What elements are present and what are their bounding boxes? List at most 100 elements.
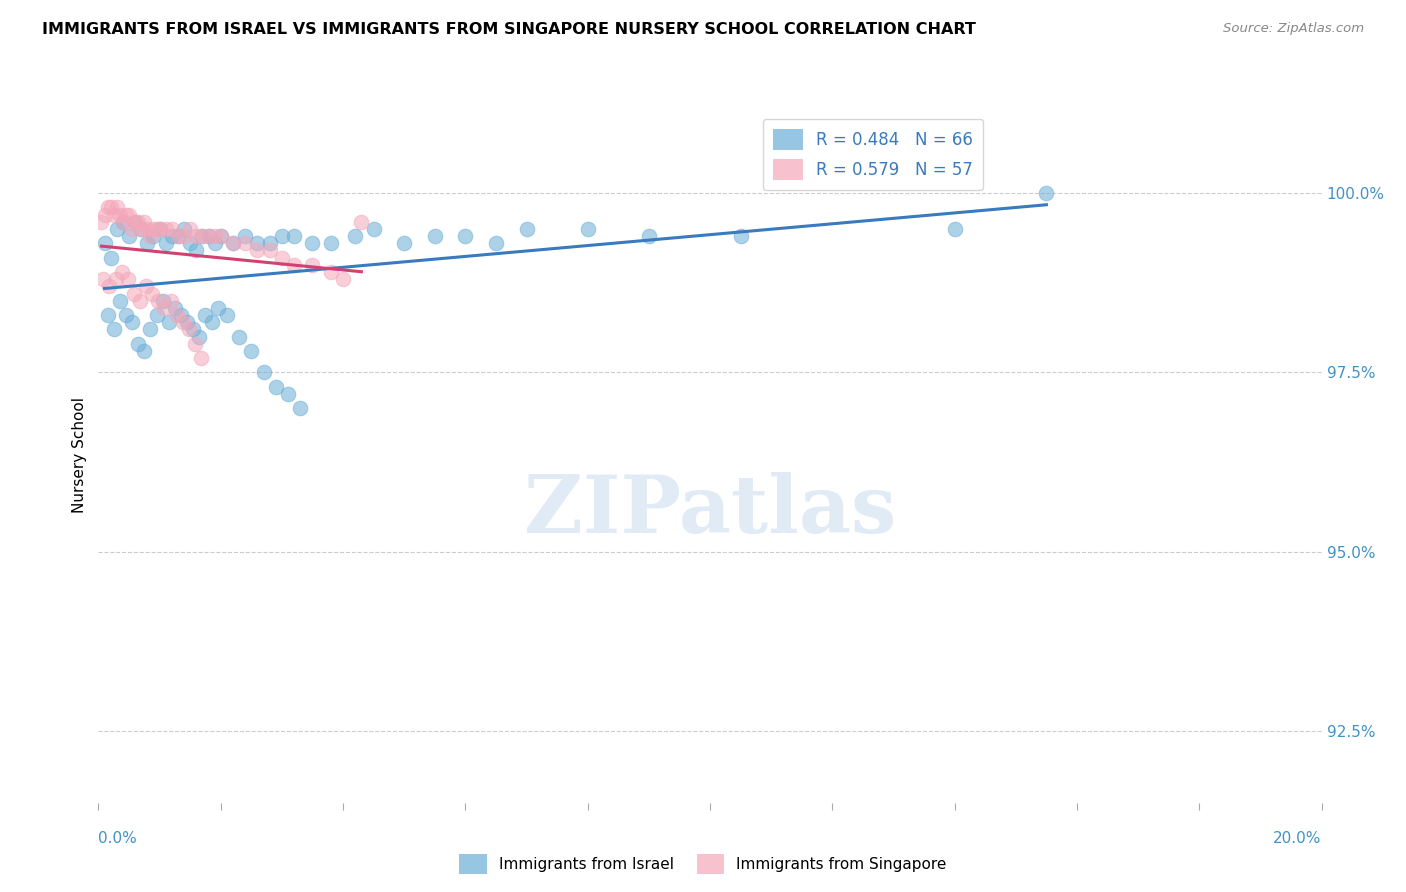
Point — [160, 222, 183, 236]
Point — [157, 315, 180, 329]
Point — [259, 244, 281, 258]
Point — [97, 201, 120, 215]
Point — [181, 322, 204, 336]
Point — [118, 208, 141, 222]
Point — [264, 380, 287, 394]
Point — [179, 222, 201, 236]
Point — [270, 251, 294, 265]
Point — [141, 286, 163, 301]
Point — [167, 229, 190, 244]
Point — [136, 236, 159, 251]
Point — [319, 236, 342, 251]
Point — [98, 279, 121, 293]
Point — [129, 222, 152, 236]
Point — [283, 229, 305, 244]
Point — [155, 222, 177, 236]
Point — [290, 401, 312, 416]
Point — [108, 208, 131, 222]
Point — [246, 244, 269, 258]
Point — [163, 301, 186, 315]
Text: ZIPatlas: ZIPatlas — [524, 472, 896, 549]
Point — [97, 308, 120, 322]
Point — [191, 229, 214, 244]
Point — [392, 236, 416, 251]
Point — [485, 236, 508, 251]
Point — [111, 265, 134, 279]
Legend: Immigrants from Israel, Immigrants from Singapore: Immigrants from Israel, Immigrants from … — [453, 848, 953, 880]
Point — [350, 215, 373, 229]
Point — [134, 215, 156, 229]
Point — [115, 208, 138, 222]
Point — [152, 293, 174, 308]
Point — [204, 229, 226, 244]
Point — [93, 236, 115, 251]
Point — [176, 315, 198, 329]
Point — [730, 229, 752, 244]
Point — [423, 229, 446, 244]
Point — [319, 265, 342, 279]
Point — [207, 301, 229, 315]
Point — [124, 215, 146, 229]
Point — [111, 215, 134, 229]
Y-axis label: Nursery School: Nursery School — [72, 397, 87, 513]
Point — [190, 351, 212, 365]
Point — [179, 236, 201, 251]
Point — [222, 236, 245, 251]
Point — [209, 229, 232, 244]
Point — [145, 308, 167, 322]
Point — [172, 315, 194, 329]
Point — [200, 315, 222, 329]
Point — [197, 229, 219, 244]
Point — [129, 222, 152, 236]
Text: IMMIGRANTS FROM ISRAEL VS IMMIGRANTS FROM SINGAPORE NURSERY SCHOOL CORRELATION C: IMMIGRANTS FROM ISRAEL VS IMMIGRANTS FRO… — [42, 22, 976, 37]
Point — [117, 272, 139, 286]
Point — [186, 229, 208, 244]
Point — [344, 229, 367, 244]
Point — [93, 208, 115, 222]
Text: 0.0%: 0.0% — [98, 830, 138, 846]
Point — [177, 322, 200, 336]
Point — [240, 343, 263, 358]
Point — [363, 222, 385, 236]
Point — [148, 293, 170, 308]
Point — [301, 236, 323, 251]
Point — [104, 272, 127, 286]
Point — [167, 229, 190, 244]
Point — [129, 293, 152, 308]
Point — [105, 222, 128, 236]
Point — [121, 315, 143, 329]
Point — [124, 215, 146, 229]
Point — [100, 201, 122, 215]
Point — [252, 366, 274, 380]
Point — [301, 258, 323, 272]
Point — [139, 229, 162, 244]
Point — [155, 236, 177, 251]
Point — [142, 229, 165, 244]
Point — [103, 322, 125, 336]
Point — [121, 222, 143, 236]
Point — [153, 301, 176, 315]
Point — [516, 222, 538, 236]
Point — [454, 229, 477, 244]
Point — [108, 293, 131, 308]
Point — [188, 329, 211, 343]
Point — [134, 343, 156, 358]
Point — [115, 308, 138, 322]
Point — [233, 236, 256, 251]
Point — [145, 222, 167, 236]
Point — [638, 229, 661, 244]
Point — [222, 236, 245, 251]
Point — [166, 308, 188, 322]
Point — [135, 279, 157, 293]
Point — [160, 229, 183, 244]
Point — [277, 387, 299, 401]
Point — [191, 229, 214, 244]
Point — [105, 201, 128, 215]
Point — [215, 308, 238, 322]
Point — [173, 229, 195, 244]
Point — [118, 229, 141, 244]
Point — [576, 222, 599, 236]
Point — [246, 236, 269, 251]
Point — [91, 272, 114, 286]
Text: 20.0%: 20.0% — [1274, 830, 1322, 846]
